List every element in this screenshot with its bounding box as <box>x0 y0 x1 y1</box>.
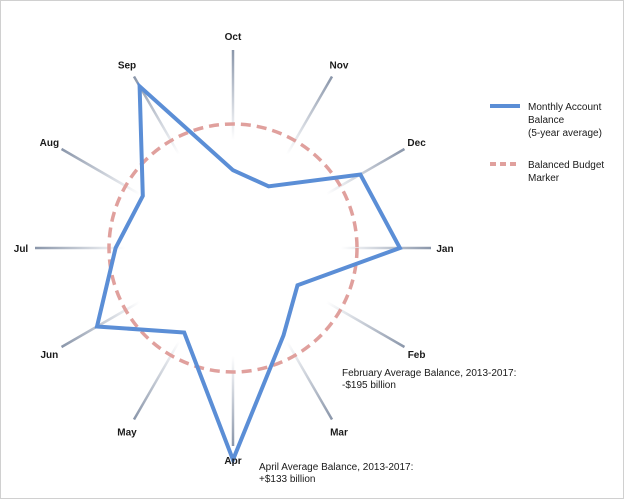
data-point-jun <box>95 325 99 328</box>
data-point-feb <box>296 283 300 287</box>
month-label-feb: Feb <box>408 350 426 361</box>
month-label-dec: Dec <box>407 138 426 149</box>
legend-label-0-1: Balance <box>528 115 565 126</box>
month-label-sep: Sep <box>118 60 136 71</box>
data-point-apr <box>231 458 235 462</box>
data-point-jan <box>398 246 402 250</box>
data-point-sep <box>138 84 142 88</box>
month-label-may: May <box>117 428 137 439</box>
legend-label-0-0: Monthly Account <box>528 102 602 113</box>
month-label-apr: Apr <box>224 456 241 467</box>
month-label-aug: Aug <box>40 138 59 149</box>
legend-label-0-2: (5-year average) <box>528 128 602 139</box>
month-label-mar: Mar <box>330 428 348 439</box>
annotation-feb-1: -$195 billion <box>342 380 396 391</box>
data-point-mar <box>281 333 285 337</box>
balanced-budget-circle <box>107 122 359 374</box>
month-label-jul: Jul <box>14 244 29 255</box>
data-point-oct <box>231 168 235 172</box>
data-point-dec <box>358 172 362 176</box>
annotation-apr-1: +$133 billion <box>259 474 315 485</box>
legend-label-1-0: Balanced Budget <box>528 160 604 171</box>
month-label-jan: Jan <box>436 244 453 255</box>
data-point-jul <box>114 246 118 250</box>
annotation-feb-0: February Average Balance, 2013-2017: <box>342 368 516 379</box>
data-point-aug <box>141 194 145 198</box>
annotations: February Average Balance, 2013-2017:-$19… <box>259 368 516 485</box>
month-label-jun: Jun <box>41 350 59 361</box>
legend: Monthly Account Balance (5-year average) Ba… <box>490 102 604 184</box>
annotation-apr-0: April Average Balance, 2013-2017: <box>259 462 413 473</box>
data-point-may <box>182 331 186 335</box>
series-layer <box>94 81 403 466</box>
month-label-nov: Nov <box>330 60 349 71</box>
month-label-oct: Oct <box>225 32 242 43</box>
legend-label-1-1: Marker <box>528 173 560 184</box>
series-balanced-budget-marker <box>107 122 359 374</box>
data-point-nov <box>267 184 271 188</box>
month-labels: Oct Nov Dec Jan Feb Mar Apr May Jun Jul Aug Sep <box>14 32 454 467</box>
